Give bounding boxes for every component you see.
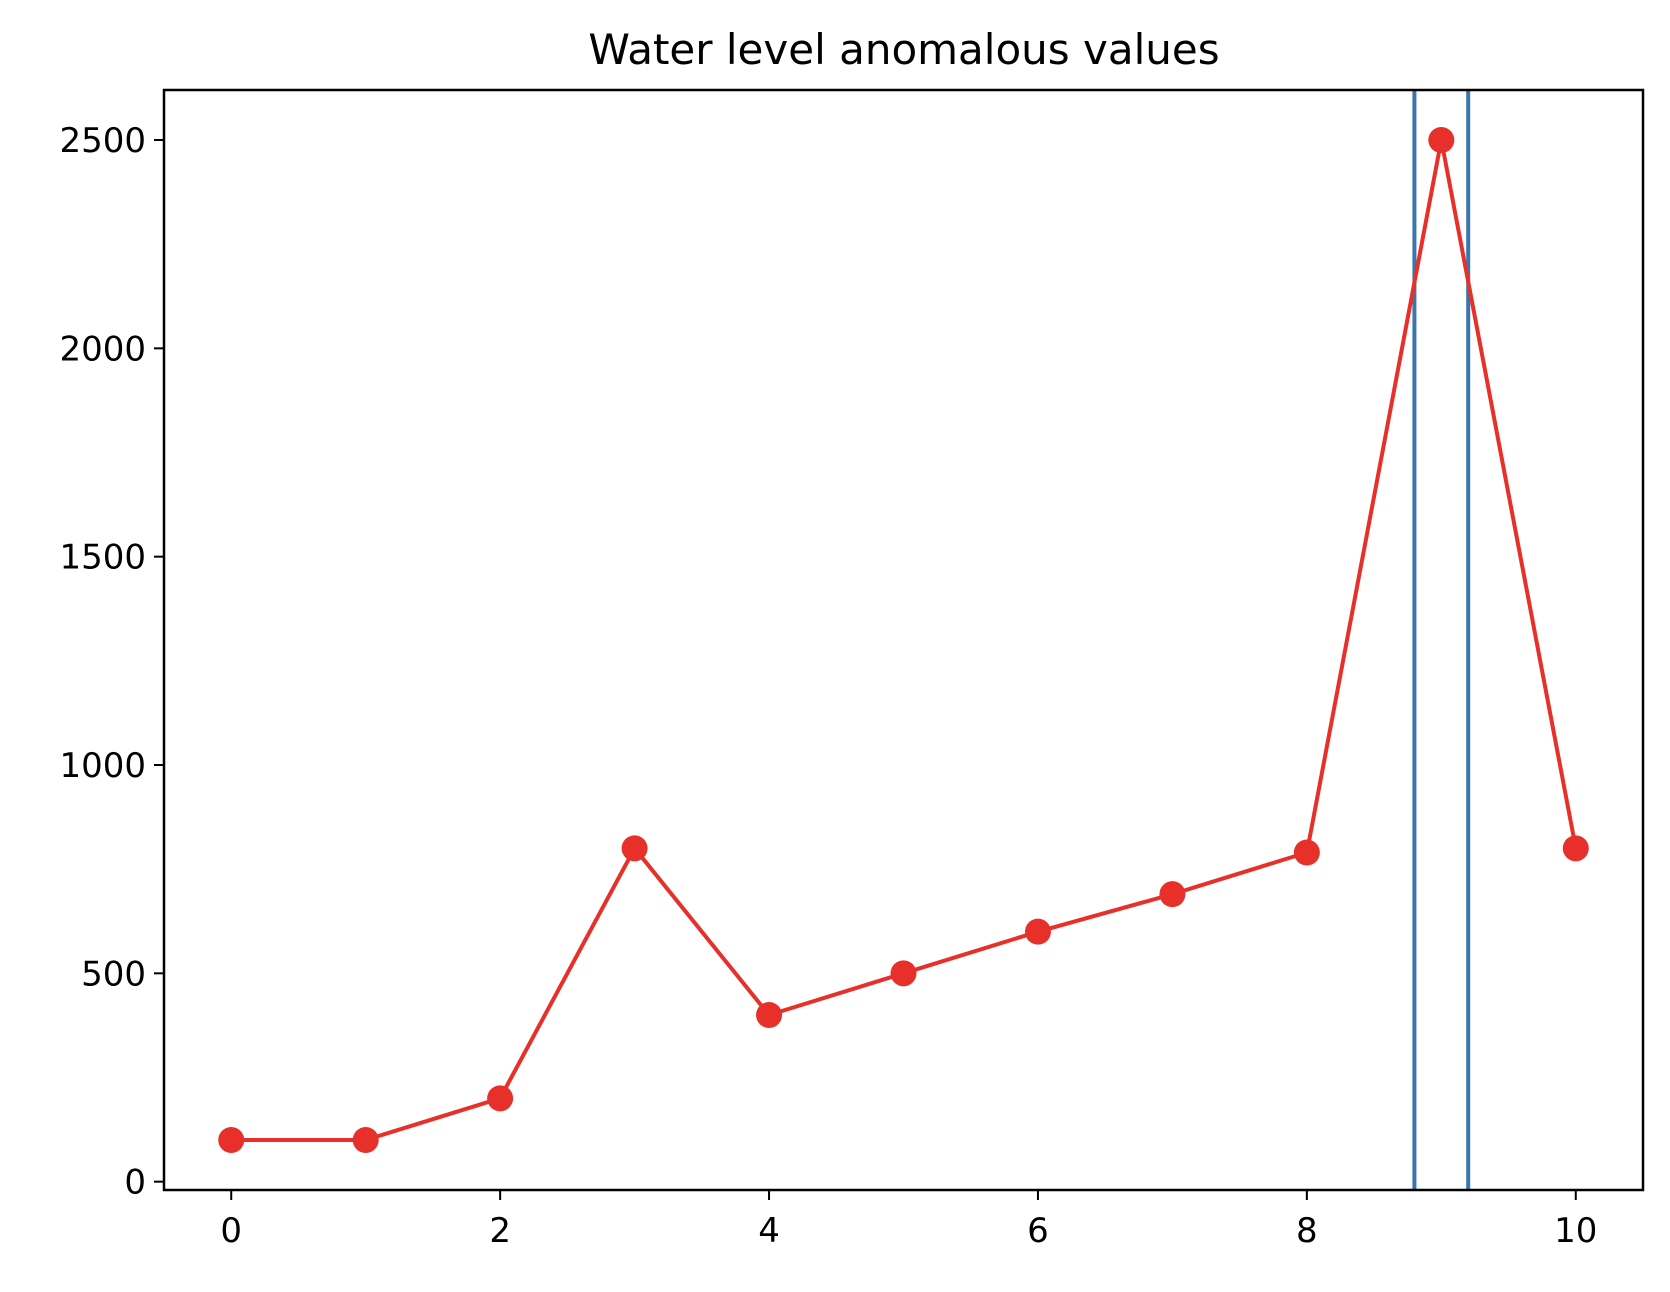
x-tick-label-6: 6 <box>1027 1211 1049 1251</box>
x-tick-label-2: 2 <box>489 1211 511 1251</box>
data-point-5 <box>890 960 917 987</box>
data-point-4 <box>756 1002 783 1028</box>
x-tick-label-10: 10 <box>1554 1211 1597 1251</box>
y-tick-label-1500: 1500 <box>59 538 146 578</box>
data-point-10 <box>1562 835 1589 862</box>
chart-title: Water level anomalous values <box>588 25 1219 74</box>
data-point-8 <box>1293 839 1320 866</box>
y-axis: 0 500 1000 1500 2000 2500 <box>59 121 164 1203</box>
data-point-1 <box>352 1127 379 1153</box>
data-point-6 <box>1024 918 1051 945</box>
plot-area <box>218 90 1589 1190</box>
x-tick-label-0: 0 <box>220 1211 242 1251</box>
data-point-3 <box>621 835 648 862</box>
data-point-7 <box>1159 881 1186 908</box>
data-point-2 <box>487 1085 514 1112</box>
y-tick-label-2000: 2000 <box>59 329 146 369</box>
x-tick-label-4: 4 <box>758 1211 780 1251</box>
y-tick-label-500: 500 <box>81 954 146 994</box>
data-point-9 <box>1428 127 1455 153</box>
y-tick-label-1000: 1000 <box>59 746 146 786</box>
x-axis: 0 2 4 6 8 10 <box>220 1190 1597 1251</box>
x-tick-label-8: 8 <box>1296 1211 1318 1251</box>
series-line-0 <box>231 138 1578 1142</box>
data-point-0 <box>218 1127 245 1153</box>
plot-frame <box>162 88 1645 1192</box>
y-tick-label-0: 0 <box>124 1163 146 1203</box>
y-tick-label-2500: 2500 <box>59 121 146 161</box>
